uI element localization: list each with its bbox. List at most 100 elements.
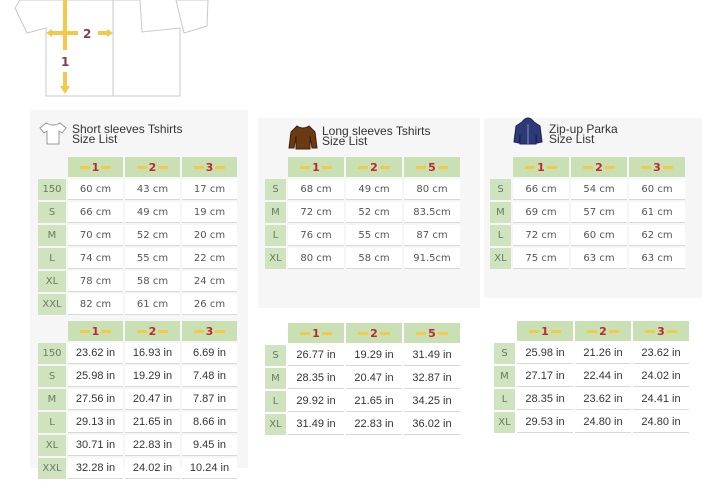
measurement-cell: 24.41 in xyxy=(633,389,689,410)
measurement-cell: 70 cm xyxy=(68,225,123,246)
arrow-bar xyxy=(321,166,332,169)
table-row: M 28.35 in 20.47 in 32.87 in xyxy=(265,368,460,389)
size-label: M xyxy=(490,202,511,223)
measurement-cell: 29.53 in xyxy=(517,412,573,433)
measure-column-header: 3 xyxy=(629,157,685,177)
table-row: XL 75 cm 63 cm 63 cm xyxy=(490,248,685,269)
table-row: S 26.77 in 19.29 in 31.49 in xyxy=(265,345,460,366)
measure-column-header: 3 xyxy=(182,321,237,341)
size-table-cm: 1 2 5 S 68 cm 49 cm 80 cm M 72 cm 52 cm 83.5cm L 76 … xyxy=(263,155,462,271)
measurement-cell: 83.5cm xyxy=(404,202,460,223)
measurement-cell: 54 cm xyxy=(571,179,627,200)
size-label: XXL xyxy=(38,294,66,315)
arrow-bar xyxy=(193,166,204,169)
title-line-2: Size List xyxy=(322,134,368,148)
arrow-bar xyxy=(300,166,311,169)
measurement-cell: 20.47 in xyxy=(125,389,180,410)
measurement-cell: 22 cm xyxy=(182,248,237,269)
measurement-cell: 55 cm xyxy=(125,248,180,269)
measurement-cell: 36.02 in xyxy=(404,414,460,435)
measurement-cell: 21.65 in xyxy=(125,412,180,433)
measurement-cell: 30.71 in xyxy=(68,435,123,456)
size-table-inch: 1 2 3 150 23.62 in 16.93 in 6.69 in S 25.98 in 19… xyxy=(36,319,239,481)
table-row: L 29.13 in 21.65 in 8.66 in xyxy=(38,412,237,433)
size-label: L xyxy=(38,248,66,269)
measurement-cell: 60 cm xyxy=(629,179,685,200)
measurement-cell: 31.49 in xyxy=(404,345,460,366)
measurement-cell: 58 cm xyxy=(346,248,402,269)
header-row: 1 2 5 xyxy=(265,157,460,177)
measurement-cell: 60 cm xyxy=(68,179,123,200)
measurement-cell: 29.92 in xyxy=(288,391,344,412)
title-line-1: Short sleeves Tshirts xyxy=(72,122,183,136)
measurement-cell: 80 cm xyxy=(288,248,344,269)
measurement-cell: 61 cm xyxy=(629,202,685,223)
table-row: M 27.56 in 20.47 in 7.87 in xyxy=(38,389,237,410)
long-sleeve-tshirt-icon xyxy=(288,124,318,154)
column-number: 2 xyxy=(370,160,378,174)
header-row: 1 2 5 xyxy=(265,323,460,343)
measure-column-header: 2 xyxy=(571,157,627,177)
table-row: S 66 cm 54 cm 60 cm xyxy=(490,179,685,200)
measurement-cell: 26.77 in xyxy=(288,345,344,366)
measurement-cell: 61 cm xyxy=(125,294,180,315)
column-number: 2 xyxy=(148,160,157,174)
measure-column-header: 3 xyxy=(633,321,689,341)
column-number: 3 xyxy=(205,160,214,174)
measurement-cell: 52 cm xyxy=(346,202,402,223)
table-row: L 28.35 in 23.62 in 24.41 in xyxy=(494,389,689,410)
measurement-cell: 27.17 in xyxy=(517,366,573,387)
arrow-bar xyxy=(193,330,204,333)
measure-column-header: 1 xyxy=(68,157,123,177)
table-row: M 70 cm 52 cm 20 cm xyxy=(38,225,237,246)
title-line-2: Size List xyxy=(549,132,595,146)
column-number: 1 xyxy=(541,324,549,338)
measurement-cell: 82 cm xyxy=(68,294,123,315)
measurement-cell: 34.25 in xyxy=(404,391,460,412)
arrow-bar xyxy=(437,166,448,169)
arrow-bar xyxy=(215,166,226,169)
size-table-cm: 1 2 3 150 60 cm 43 cm 17 cm S 66 cm 49 cm 19 cm M 70… xyxy=(36,155,239,317)
measure-column-header: 5 xyxy=(404,157,460,177)
arrow-bar xyxy=(604,166,615,169)
table-row: XL 31.49 in 22.83 in 36.02 in xyxy=(265,414,460,435)
column-number: 1 xyxy=(312,160,320,174)
size-label: S xyxy=(38,366,66,387)
arrow-bar xyxy=(437,332,448,335)
column-number: 3 xyxy=(205,324,214,338)
table-row: L 74 cm 55 cm 22 cm xyxy=(38,248,237,269)
measurement-cell: 69 cm xyxy=(513,202,569,223)
measurement-cell: 23.62 in xyxy=(575,389,631,410)
column-number: 2 xyxy=(148,324,157,338)
column-number: 3 xyxy=(653,160,661,174)
arrow-bar xyxy=(416,166,427,169)
measurement-cell: 57 cm xyxy=(571,202,627,223)
measure-column-header: 2 xyxy=(125,157,180,177)
measurement-cell: 21.65 in xyxy=(346,391,402,412)
product-title: Zip-up Parka Size List xyxy=(549,123,618,146)
table-row: XL 78 cm 58 cm 24 cm xyxy=(38,271,237,292)
column-number: 2 xyxy=(370,326,378,340)
arrow-bar xyxy=(641,166,652,169)
arrow-bar xyxy=(136,330,147,333)
measurement-cell: 21.26 in xyxy=(575,343,631,364)
measurement-cell: 60 cm xyxy=(571,225,627,246)
measure-label-2: 2 xyxy=(83,27,91,41)
size-table-inch: 1 2 5 S 26.77 in 19.29 in 31.49 in M 28.35 in 20.… xyxy=(263,321,462,437)
measurement-cell: 22.44 in xyxy=(575,366,631,387)
size-label: S xyxy=(265,179,286,200)
column-number: 1 xyxy=(312,326,320,340)
table-row: 150 23.62 in 16.93 in 6.69 in xyxy=(38,343,237,364)
size-table-inch: 1 2 3 S 25.98 in 21.26 in 23.62 in M 27.17 in 22.… xyxy=(492,319,691,435)
size-label: L xyxy=(490,225,511,246)
title-line-1: Long sleeves Tshirts xyxy=(322,124,431,138)
measurement-cell: 22.83 in xyxy=(125,435,180,456)
size-label: XL xyxy=(490,248,511,269)
measurement-cell: 24.02 in xyxy=(125,458,180,479)
arrow-bar xyxy=(79,330,90,333)
size-label: 150 xyxy=(38,179,66,200)
size-label: S xyxy=(265,345,286,366)
size-label: XXL xyxy=(38,458,66,479)
size-label: XL xyxy=(265,248,286,269)
size-label: L xyxy=(265,225,286,246)
